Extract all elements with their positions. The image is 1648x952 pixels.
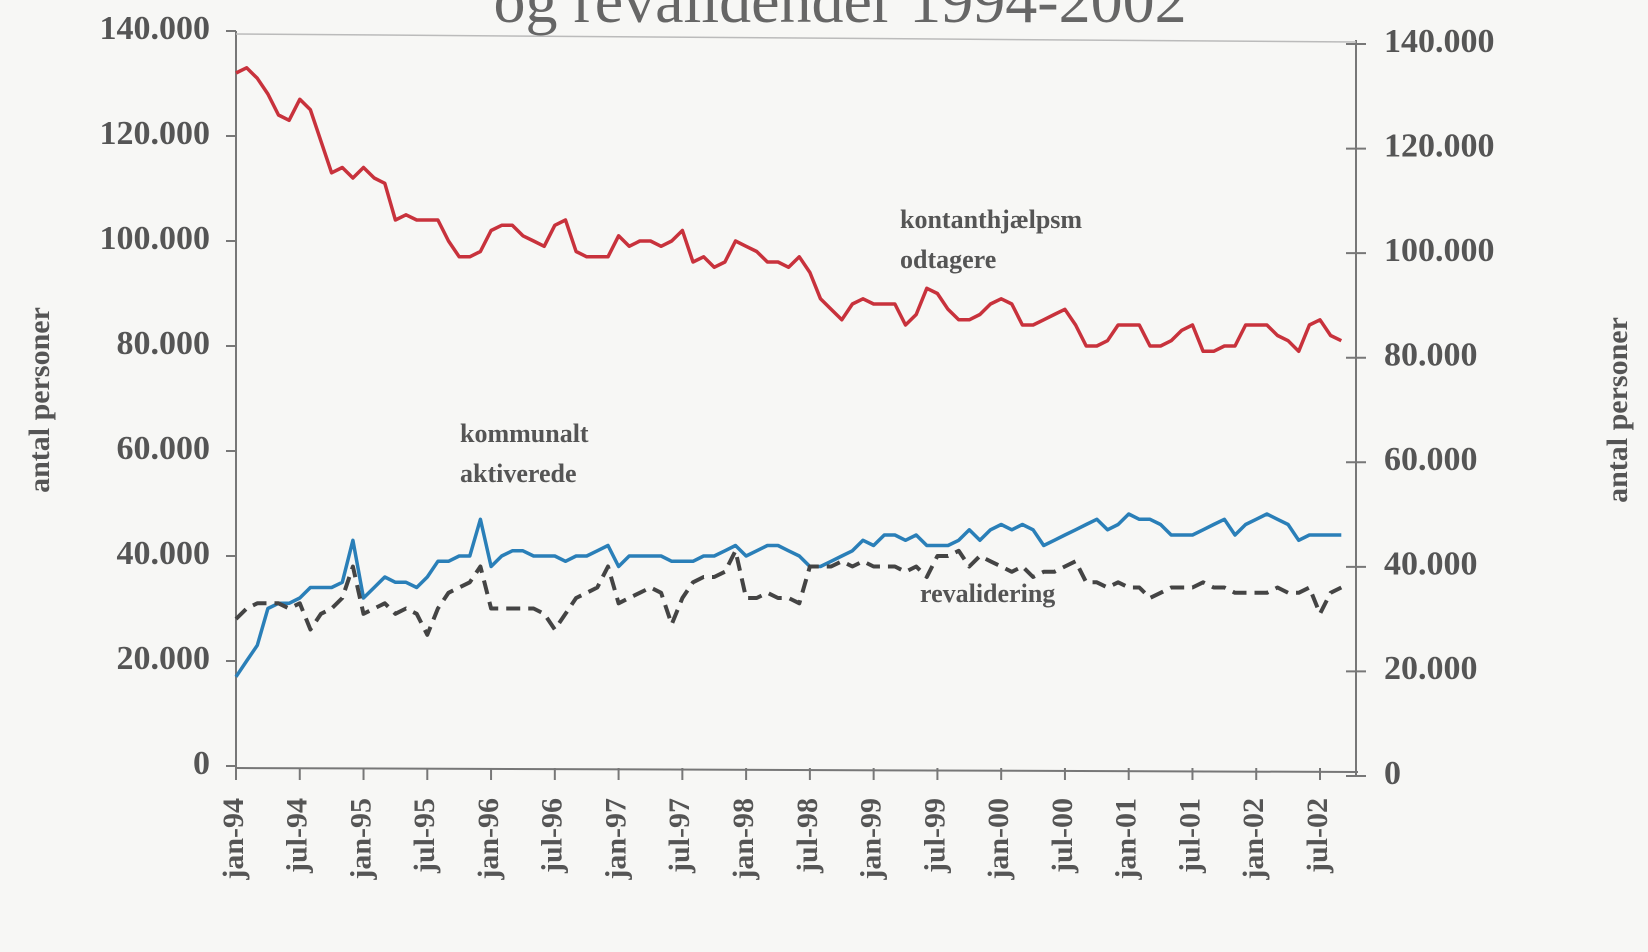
x-tick-label: jul-02 <box>1301 798 1334 874</box>
x-tick-label: jul-98 <box>791 798 824 874</box>
series-line <box>234 512 1342 678</box>
y2-tick-label: 80.000 <box>1384 337 1478 374</box>
annotation: odtagere <box>900 245 996 274</box>
x-tick-label: jan-94 <box>217 798 250 881</box>
y-tick-label: 140.000 <box>100 10 211 47</box>
x-tick-label: jul-99 <box>918 798 951 874</box>
series-line <box>235 66 1343 354</box>
plot-top <box>235 33 1357 43</box>
y2-tick-label: 100.000 <box>1384 232 1495 269</box>
y2-tick-label: 120.000 <box>1384 127 1495 164</box>
series-line <box>234 548 1343 637</box>
x-axis <box>235 767 1359 773</box>
x-tick-label: jan-95 <box>344 798 377 881</box>
x-tick-label: jul-97 <box>663 798 696 874</box>
x-tick-label: jan-97 <box>599 798 632 881</box>
y-tick-label: 40.000 <box>117 535 211 572</box>
annotation: aktiverede <box>460 459 577 488</box>
x-tick-label: jan-01 <box>1110 798 1143 881</box>
y-axis-label: antal personer <box>23 307 56 493</box>
x-tick-label: jan-96 <box>472 798 505 881</box>
y-tick-label: 60.000 <box>117 430 211 467</box>
x-tick-label: jan-00 <box>982 798 1015 881</box>
annotation: kommunalt <box>460 419 589 448</box>
x-tick-label: jan-98 <box>727 798 760 881</box>
y2-tick-label: 0 <box>1384 755 1401 792</box>
y-tick-label: 80.000 <box>117 325 211 362</box>
y-tick-label: 120.000 <box>100 115 211 152</box>
chart-title: og revalidender 1994-2002 <box>493 0 1186 36</box>
y-tick-label: 20.000 <box>117 640 211 677</box>
y2-tick-label: 20.000 <box>1384 650 1478 687</box>
x-tick-label: jan-99 <box>855 798 888 881</box>
x-tick-label: jul-00 <box>1046 798 1079 874</box>
y2-axis-label: antal personer <box>1601 317 1634 503</box>
x-tick-label: jul-96 <box>536 798 569 874</box>
y-tick-label: 0 <box>193 745 210 782</box>
y-tick-label: 100.000 <box>100 220 211 257</box>
y2-tick-label: 60.000 <box>1384 441 1478 478</box>
x-tick-label: jul-95 <box>408 798 441 874</box>
y2-tick-label: 40.000 <box>1384 546 1478 583</box>
x-tick-label: jul-01 <box>1173 798 1206 874</box>
y2-tick-label: 140.000 <box>1384 23 1495 60</box>
annotation: revalidering <box>920 579 1055 608</box>
x-tick-label: jul-94 <box>281 798 314 874</box>
x-tick-label: jan-02 <box>1237 798 1270 881</box>
annotation: kontanthjælpsm <box>900 205 1082 234</box>
